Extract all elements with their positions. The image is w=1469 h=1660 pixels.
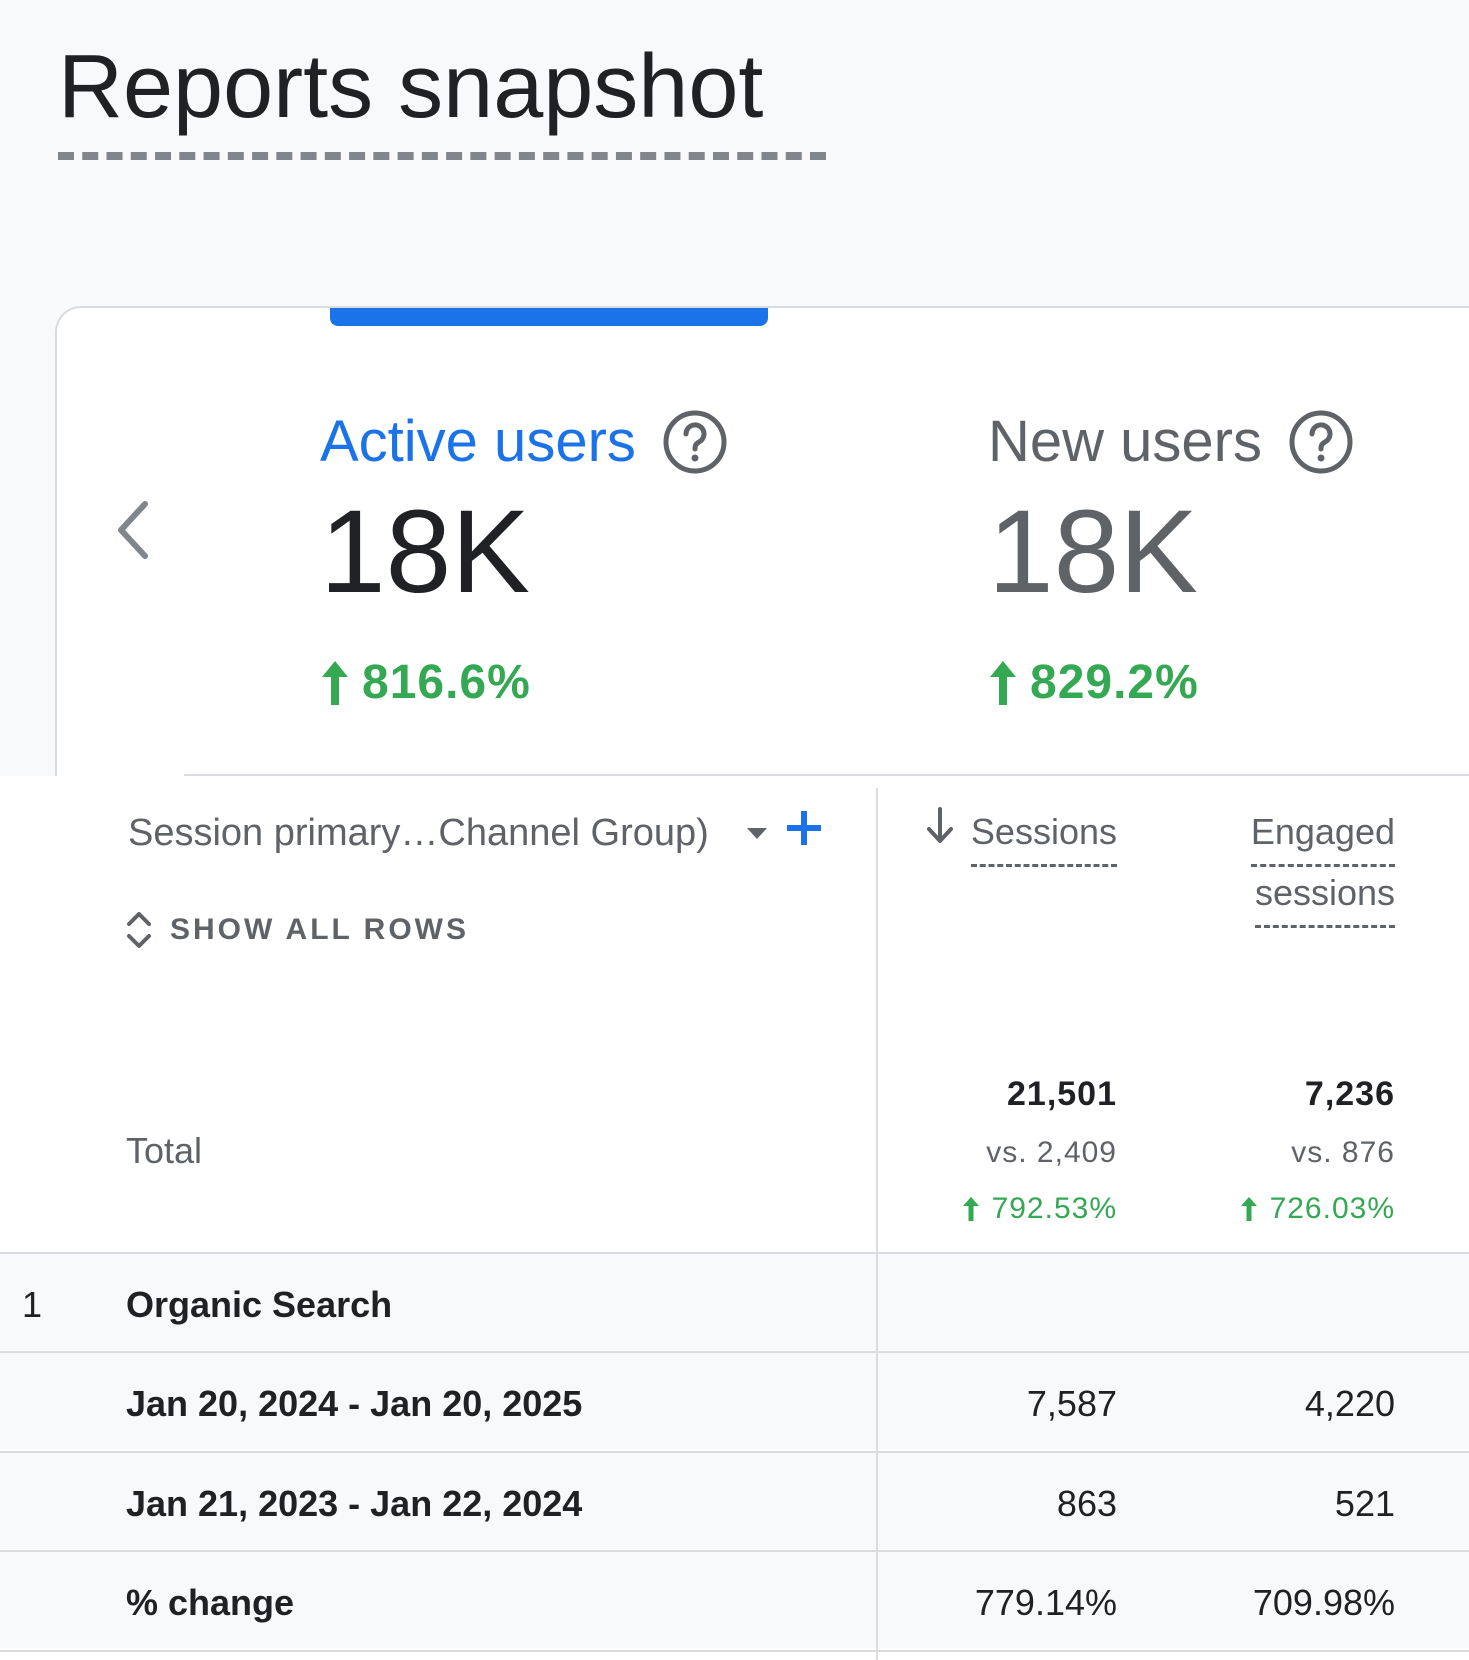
metric-change-value: 829.2% [1030,656,1199,709]
row-sessions: 863 [1056,1483,1117,1524]
metric-change: 816.6% [320,655,531,710]
column-header-label-line1: Engaged [1250,806,1395,868]
table-top-divider [184,774,1469,776]
column-header-label: Sessions [970,806,1117,868]
row-label: % change [126,1582,295,1623]
dimension-header-label: Session primary…Channel Group) [128,812,709,854]
table-row[interactable]: Jan 21, 2023 - Jan 22, 2024 863 521 [0,1451,1469,1549]
table-row[interactable]: % change 779.14% 709.98% [0,1550,1469,1648]
metric-change-value: 816.6% [362,656,531,709]
row-index: 1 [22,1284,43,1325]
metric-active-users[interactable]: Active users 18K 816.6% [320,408,728,712]
help-icon[interactable] [1288,409,1354,475]
metric-label: New users [988,409,1262,474]
caret-down-icon [746,827,767,839]
arrow-up-icon [990,660,1016,705]
column-divider-overlay [876,788,878,1660]
total-sessions-cell: 21,501 vs. 2,409 792.53% [962,1075,1117,1227]
total-change-value: 792.53% [991,1192,1117,1225]
metric-new-users[interactable]: New users 18K 829.2% [988,408,1354,712]
page-title[interactable]: Reports snapshot [58,37,764,137]
total-change: 792.53% [962,1192,1117,1226]
row-label: Jan 20, 2024 - Jan 20, 2025 [126,1383,583,1424]
arrow-up-icon [962,1197,979,1221]
row-engaged-sessions: 521 [1334,1483,1395,1524]
total-value: 21,501 [1007,1075,1117,1113]
help-icon[interactable] [662,409,728,475]
dimension-selector[interactable]: Session primary…Channel Group) [128,812,767,855]
title-dotted-underline [58,152,826,160]
column-header-engaged-sessions[interactable]: Engaged sessions [1195,806,1395,929]
total-change: 726.03% [1240,1192,1395,1226]
row-sessions: 779.14% [974,1582,1117,1623]
row-label: Jan 21, 2023 - Jan 22, 2024 [126,1483,583,1524]
metric-label: Active users [320,409,636,474]
selected-metric-indicator [330,308,768,326]
expand-collapse-icon [127,912,151,948]
chevron-left-icon [118,501,148,559]
table-row[interactable]: Jan 20, 2024 - Jan 20, 2025 7,587 4,220 [0,1351,1469,1449]
total-comparison: vs. 2,409 [986,1136,1117,1169]
sort-descending-icon[interactable] [925,806,955,846]
metric-change: 829.2% [988,655,1199,710]
previous-metrics-button[interactable] [108,495,158,565]
plus-icon [787,811,821,845]
table-bottom-divider [0,1650,1469,1652]
row-label: Organic Search [126,1284,393,1325]
arrow-up-icon [1240,1197,1257,1221]
arrow-up-icon [322,660,348,705]
column-header-label-line2: sessions [1254,867,1395,929]
show-all-rows-button[interactable]: SHOW ALL ROWS [126,910,469,950]
total-change-value: 726.03% [1269,1192,1395,1225]
row-engaged-sessions: 709.98% [1252,1582,1395,1623]
add-dimension-button[interactable] [784,808,824,848]
metric-value: 18K [320,486,530,618]
column-header-sessions[interactable]: Sessions [925,806,1117,868]
show-all-rows-label: SHOW ALL ROWS [170,913,469,946]
scorecard-card [55,306,1469,786]
row-sessions: 7,587 [1026,1383,1117,1424]
total-engaged-sessions-cell: 7,236 vs. 876 726.03% [1240,1075,1395,1227]
total-row-label: Total [126,1130,203,1171]
total-comparison: vs. 876 [1291,1136,1395,1169]
total-value: 7,236 [1304,1075,1395,1113]
metric-value: 18K [988,486,1198,618]
row-engaged-sessions: 4,220 [1304,1383,1395,1424]
table-row[interactable]: 1 Organic Search [0,1252,1469,1350]
